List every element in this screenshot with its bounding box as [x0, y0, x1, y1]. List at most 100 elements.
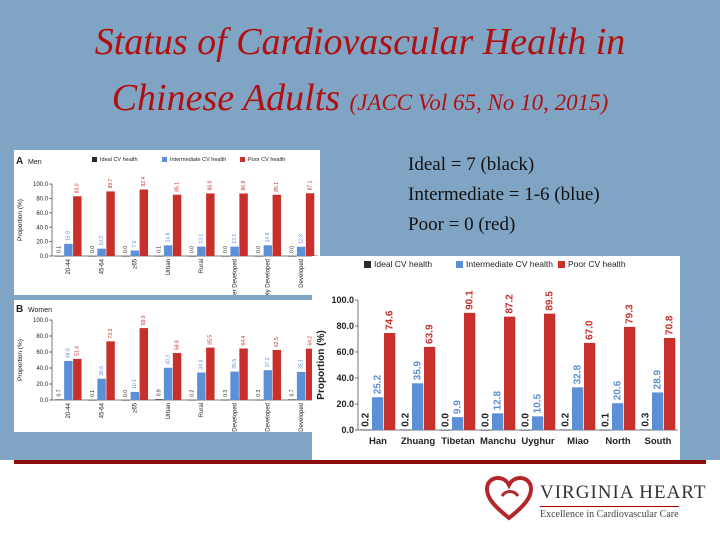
data-label: 0.7 [57, 389, 63, 396]
bar-poor-cv-health [544, 313, 556, 430]
bar-ideal-cv-health [55, 255, 64, 257]
bar-poor-cv-health [172, 352, 182, 400]
x-tick-label: 45-64 [99, 258, 105, 274]
bar-ideal-cv-health [121, 256, 131, 257]
data-label: 32.8 [572, 364, 583, 384]
chart-background [14, 150, 320, 295]
brand-name: VIRGINIA HEART [540, 482, 707, 503]
bar-poor-cv-health [106, 341, 115, 400]
bar-ideal-cv-health [600, 429, 612, 431]
color-key-poor: Poor = 0 (red) [408, 214, 516, 235]
heart-logo-icon [484, 475, 534, 521]
data-label: 7.6 [132, 240, 138, 247]
bar-poor-cv-health [624, 326, 636, 430]
x-tick-label: 20-44 [66, 402, 72, 418]
data-label: 64.4 [241, 336, 247, 346]
y-tick-label: 40.0 [36, 366, 48, 372]
bar-intermediate-cv-health [452, 417, 464, 430]
bar-ideal-cv-health [188, 256, 197, 257]
legend-swatch [558, 261, 565, 268]
bar-intermediate-cv-health [263, 245, 273, 256]
legend-label: Poor CV health [568, 259, 626, 269]
bar-intermediate-cv-health [230, 246, 239, 256]
x-tick-label: Under Developed [232, 259, 238, 295]
data-label: 83.0 [75, 183, 81, 193]
bar-intermediate-cv-health [230, 371, 239, 400]
data-label: 89.7 [108, 178, 114, 188]
legend-label: Ideal CV health [100, 157, 138, 163]
footer-divider [14, 460, 706, 464]
data-label: 64.2 [307, 336, 313, 346]
bar-poor-cv-health [272, 194, 282, 256]
bar-poor-cv-health [424, 346, 436, 430]
data-label: 20.6 [612, 380, 623, 400]
data-label: 10.2 [99, 236, 105, 246]
bar-ideal-cv-health [88, 256, 97, 257]
x-tick-label: North [605, 436, 631, 447]
data-label: 12.8 [492, 390, 503, 410]
y-tick-label: 100.0 [33, 182, 49, 188]
bar-ideal-cv-health [55, 399, 64, 400]
bar-intermediate-cv-health [64, 360, 73, 400]
bar-poor-cv-health [305, 348, 315, 400]
legend-label: Ideal CV health [374, 259, 432, 269]
bar-ideal-cv-health [154, 255, 164, 257]
x-tick-label: Intermediately Developed [266, 259, 272, 295]
bar-poor-cv-health [272, 350, 282, 400]
bar-poor-cv-health [106, 191, 115, 256]
y-tick-label: 0.0 [40, 254, 49, 260]
color-key-notes: Ideal = 7 (black) Intermediate = 1-6 (bl… [408, 150, 600, 240]
data-label: 37.2 [265, 357, 271, 367]
data-label: 12.8 [298, 234, 304, 244]
x-tick-label: Miao [567, 436, 589, 447]
x-tick-label: Zhuang [401, 436, 435, 447]
bar-intermediate-cv-health [612, 403, 624, 430]
data-label: 51.4 [75, 346, 81, 356]
data-label: 48.8 [66, 348, 72, 358]
data-label: 0.0 [289, 246, 295, 253]
bar-intermediate-cv-health [296, 246, 306, 256]
x-tick-label: ≥65 [133, 402, 139, 413]
x-tick-label: Rural [199, 259, 205, 273]
data-label: 40.3 [165, 355, 171, 365]
chart-ethnicity-region: Ideal CV health Intermediate CV health Poo… [312, 256, 680, 460]
y-axis-label: Proportion (%) [316, 330, 327, 399]
bar-intermediate-cv-health [652, 392, 664, 430]
bar-intermediate-cv-health [97, 248, 106, 256]
data-label: 14.8 [165, 232, 171, 242]
bar-poor-cv-health [239, 348, 248, 400]
bar-intermediate-cv-health [163, 367, 173, 400]
data-label: 0.2 [400, 412, 411, 426]
legend-swatch [162, 157, 167, 162]
data-label: 16.9 [66, 231, 72, 241]
data-label: 25.2 [372, 374, 383, 394]
x-tick-label: ≥65 [133, 258, 139, 269]
y-tick-label: 0.0 [40, 398, 49, 404]
bar-ideal-cv-health [254, 256, 264, 257]
y-tick-label: 60.0 [36, 350, 48, 356]
bar-poor-cv-health [239, 193, 248, 256]
x-tick-label: South [645, 436, 672, 447]
bar-ideal-cv-health [88, 399, 97, 401]
bar-poor-cv-health [73, 358, 82, 400]
data-label: 86.8 [241, 181, 247, 191]
bar-poor-cv-health [504, 316, 516, 430]
color-key-ideal: Ideal = 7 (black) [408, 154, 535, 175]
legend-label: Poor CV health [248, 157, 285, 163]
bar-poor-cv-health [206, 193, 215, 256]
legend-swatch [456, 261, 463, 268]
x-tick-label: Manchu [480, 436, 516, 447]
data-label: 90.1 [464, 290, 475, 310]
bar-intermediate-cv-health [263, 370, 273, 400]
bar-ideal-cv-health [400, 429, 412, 431]
bar-ideal-cv-health [287, 399, 297, 400]
brand-block: VIRGINIA HEART Excellence in Cardiovascu… [480, 474, 710, 524]
bar-ideal-cv-health [520, 430, 532, 431]
chart-women: B Women 0.0 20.0 40.0 60.0 80.0 100.0 Proportion… [14, 300, 320, 432]
slide-title-citation: (JACC Vol 65, No 10, 2015) [349, 90, 609, 115]
bar-ideal-cv-health [154, 399, 164, 400]
y-tick-label: 60.0 [336, 347, 354, 357]
panel-letter: A [16, 156, 23, 167]
bar-intermediate-cv-health [572, 387, 584, 430]
bar-ideal-cv-health [221, 256, 230, 257]
